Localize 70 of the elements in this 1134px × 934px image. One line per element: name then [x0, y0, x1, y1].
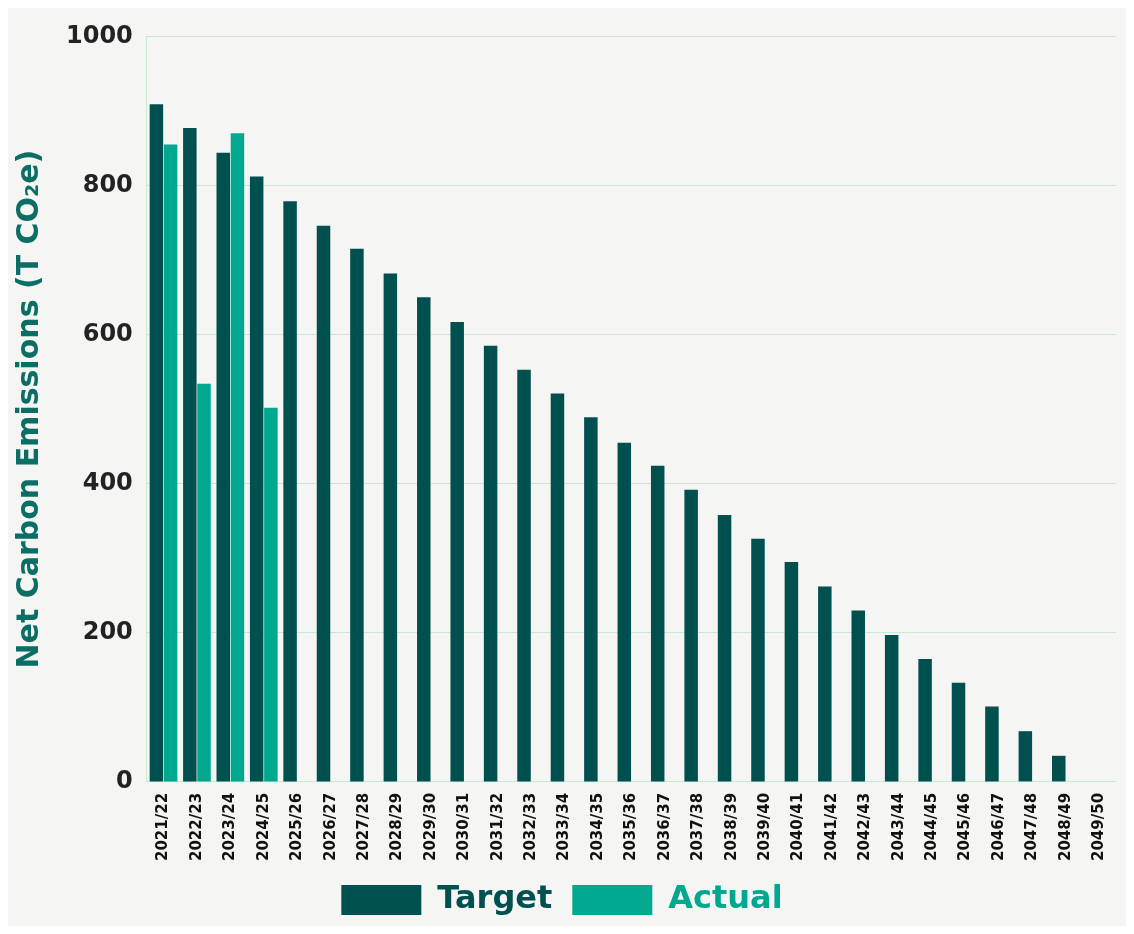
x-tick-label: 2047/48 — [1022, 792, 1041, 862]
x-tick-label: 2025/26 — [287, 792, 306, 862]
bar — [1018, 731, 1033, 782]
bar — [951, 682, 966, 782]
bar — [751, 538, 765, 782]
bar — [197, 383, 211, 782]
bar — [149, 104, 164, 782]
bar — [517, 369, 531, 782]
x-tick-label: 2049/50 — [1089, 792, 1108, 862]
y-tick-label: 800 — [82, 169, 133, 198]
bar — [283, 201, 297, 782]
x-tick-label: 2044/45 — [922, 792, 941, 862]
bar — [550, 393, 565, 782]
bar — [1052, 755, 1066, 782]
x-tick-label: 2031/32 — [487, 792, 506, 862]
x-tick-label: 2045/46 — [955, 792, 974, 862]
x-tick-label: 2048/49 — [1055, 792, 1074, 862]
bar — [617, 442, 632, 782]
x-tick-label: 2034/35 — [587, 792, 606, 862]
y-tick-label: 600 — [82, 318, 133, 347]
bar — [183, 128, 197, 782]
x-tick-label: 2039/40 — [754, 792, 773, 862]
bar — [784, 561, 799, 782]
x-tick-label: 2046/47 — [988, 792, 1007, 862]
bar — [350, 248, 364, 782]
x-tick-label: 2026/27 — [320, 792, 339, 862]
x-tick-label: 2038/39 — [721, 792, 740, 862]
bar — [985, 706, 999, 782]
bar — [216, 152, 230, 782]
bar — [851, 610, 865, 782]
bar — [650, 465, 665, 782]
bar — [450, 321, 464, 782]
x-tick-label: 2030/31 — [454, 792, 473, 862]
x-tick-label: 2036/37 — [654, 792, 673, 862]
legend-label: Target — [437, 878, 553, 917]
y-axis-title: Net Carbon Emissions (T CO₂e) — [9, 149, 45, 669]
x-tick-label: 2037/38 — [688, 792, 707, 862]
x-tick-label: 2024/25 — [253, 792, 272, 862]
x-tick-label: 2029/30 — [420, 792, 439, 862]
y-tick-label: 0 — [116, 766, 133, 795]
x-tick-label: 2032/33 — [521, 792, 540, 862]
bar — [717, 515, 732, 782]
x-tick-label: 2023/24 — [220, 792, 239, 862]
bar — [383, 273, 398, 782]
x-tick-label: 2040/41 — [788, 792, 807, 862]
x-tick-label: 2028/29 — [387, 792, 406, 862]
x-tick-label: 2042/43 — [855, 792, 874, 862]
x-tick-label: 2021/22 — [153, 792, 172, 862]
x-tick-label: 2022/23 — [186, 792, 205, 862]
bar — [884, 635, 899, 782]
x-tick-label: 2033/34 — [554, 792, 573, 862]
x-tick-label: 2027/28 — [353, 792, 372, 862]
y-tick-label: 400 — [82, 467, 133, 496]
bar — [230, 133, 245, 782]
bar — [264, 407, 278, 782]
x-tick-label: 2041/42 — [821, 792, 840, 862]
x-tick-label: 2035/36 — [621, 792, 640, 862]
bar — [684, 489, 698, 782]
y-tick-label: 200 — [82, 617, 133, 646]
legend-label: Actual — [668, 878, 783, 917]
bar — [918, 658, 932, 782]
bar — [249, 176, 264, 782]
bar — [163, 144, 178, 782]
bar — [417, 297, 431, 782]
bar — [483, 345, 498, 782]
y-tick-label: 1000 — [66, 20, 133, 49]
bar — [316, 225, 331, 782]
x-tick-label: 2043/44 — [888, 792, 907, 862]
bar — [818, 586, 832, 782]
bar — [584, 417, 598, 782]
